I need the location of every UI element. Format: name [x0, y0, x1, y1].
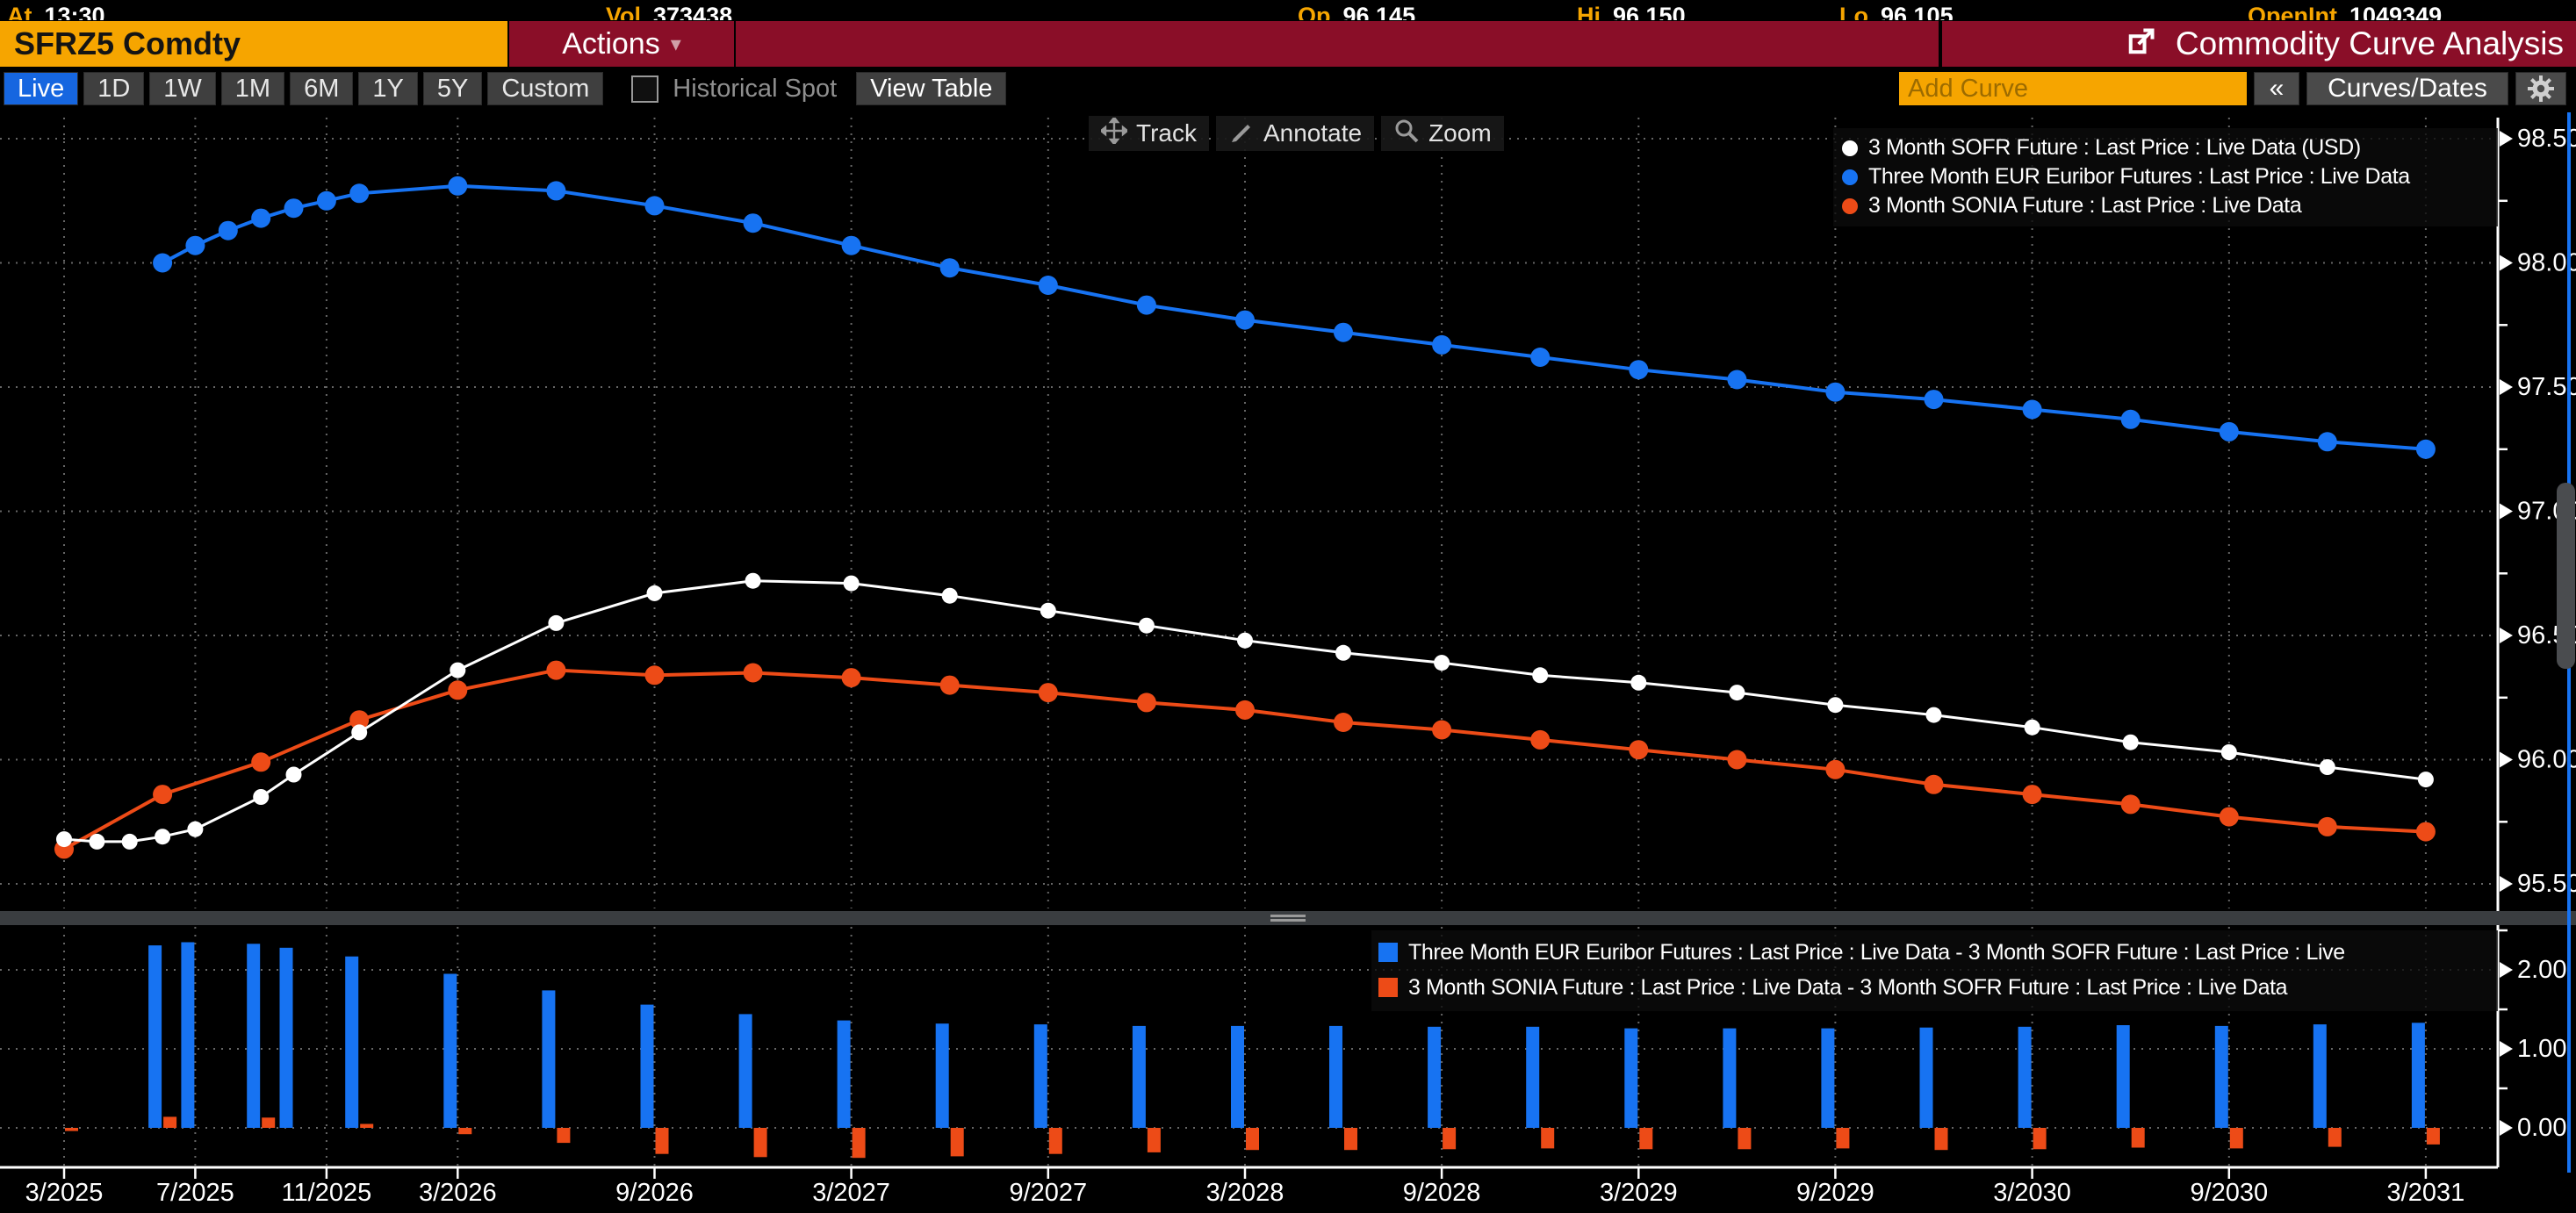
legend-item-euribor-spread[interactable]: Three Month EUR Euribor Futures : Last P… — [1378, 935, 2491, 970]
titlebar-spacer — [736, 21, 1939, 67]
svg-text:9/2030: 9/2030 — [2190, 1179, 2268, 1207]
chevron-down-icon: ▾ — [670, 32, 681, 56]
svg-text:2.00: 2.00 — [2517, 956, 2566, 984]
svg-text:98.00: 98.00 — [2517, 249, 2576, 277]
annotate-button[interactable]: Annotate — [1215, 116, 1375, 151]
svg-text:3/2030: 3/2030 — [1993, 1179, 2071, 1207]
main-chart-legend: 3 Month SOFR Future : Last Price : Live … — [1833, 128, 2498, 226]
ticker-strip: At 13:30 Vol 373438 Op 96.145 Hi 96.150 Lo 96… — [0, 0, 2576, 20]
svg-text:3/2026: 3/2026 — [419, 1179, 497, 1207]
euribor-curve[interactable] — [153, 176, 2436, 459]
svg-text:3/2027: 3/2027 — [812, 1179, 890, 1207]
range-button-custom[interactable]: Custom — [487, 72, 604, 105]
ticker-item: Hi 96.150 — [1577, 3, 1686, 20]
actions-label: Actions — [562, 26, 660, 61]
sofr-curve[interactable] — [56, 572, 2434, 850]
svg-text:95.50: 95.50 — [2517, 870, 2576, 898]
range-button-1y[interactable]: 1Y — [358, 72, 418, 105]
range-button-6m[interactable]: 6M — [290, 72, 354, 105]
vertical-scrollbar-thumb[interactable] — [2557, 483, 2575, 669]
sonia-dot-swatch — [1842, 197, 1858, 214]
actions-menu-button[interactable]: Actions ▾ — [509, 21, 734, 67]
svg-text:3/2028: 3/2028 — [1206, 1179, 1284, 1207]
add-curve-input[interactable] — [1899, 72, 2247, 105]
svg-text:9/2028: 9/2028 — [1403, 1179, 1481, 1207]
ticker-item: Lo 96.105 — [1839, 3, 1954, 20]
svg-text:11/2025: 11/2025 — [282, 1179, 372, 1207]
spread-bars-euribor — [148, 942, 2425, 1128]
axis-frame — [0, 118, 2500, 1169]
ticker-item: Vol 373438 — [606, 3, 733, 20]
y-axis-lower: 2.00 1.00 0.00 — [2498, 929, 2566, 1142]
x-axis: 3/2025 7/2025 11/2025 3/2026 9/2026 3/2027 9/2… — [25, 1167, 2465, 1207]
sonia-spread-swatch — [1378, 978, 1398, 997]
legend-item-sonia[interactable]: 3 Month SONIA Future : Last Price : Live… — [1842, 191, 2489, 220]
svg-text:9/2029: 9/2029 — [1796, 1179, 1874, 1207]
euribor-spread-swatch — [1378, 943, 1398, 962]
export-icon[interactable] — [2125, 26, 2156, 62]
svg-text:9/2027: 9/2027 — [1009, 1179, 1087, 1207]
range-button-5y[interactable]: 5Y — [422, 72, 483, 105]
page-title: Commodity Curve Analysis — [2175, 25, 2564, 61]
euribor-dot-swatch — [1842, 169, 1858, 185]
titlebar-right: Commodity Curve Analysis — [1942, 21, 2576, 67]
svg-text:3/2029: 3/2029 — [1600, 1179, 1678, 1207]
track-crosshair-icon — [1099, 115, 1129, 150]
svg-text:0.00: 0.00 — [2517, 1114, 2566, 1142]
spread-panel-legend: Three Month EUR Euribor Futures : Last P… — [1371, 930, 2498, 1011]
svg-text:96.00: 96.00 — [2517, 746, 2576, 774]
divider-grip — [1270, 919, 1306, 922]
panel-divider-handle[interactable] — [0, 911, 2576, 925]
legend-item-sonia-spread[interactable]: 3 Month SONIA Future : Last Price : Live… — [1378, 970, 2491, 1005]
ticker-item: Op 96.145 — [1298, 3, 1416, 20]
svg-text:7/2025: 7/2025 — [156, 1179, 234, 1207]
gear-icon[interactable] — [2515, 72, 2566, 105]
security-bar: SFRZ5 Comdty Actions ▾ Commodity Curve A… — [0, 21, 2576, 67]
magnifier-icon — [1393, 118, 1420, 150]
sonia-curve[interactable] — [54, 660, 2436, 859]
view-table-button[interactable]: View Table — [856, 72, 1007, 105]
range-button-1m[interactable]: 1M — [220, 72, 285, 105]
curves-dates-button[interactable]: Curves/Dates — [2306, 72, 2508, 105]
ticker-item: At 13:30 — [7, 3, 105, 20]
svg-text:98.50: 98.50 — [2517, 125, 2576, 153]
range-button-1w[interactable]: 1W — [149, 72, 216, 105]
collapse-panel-button[interactable]: « — [2254, 72, 2299, 105]
svg-text:3/2031: 3/2031 — [2387, 1179, 2465, 1207]
historical-spot-label: Historical Spot — [673, 74, 838, 103]
ticker-item: OpenInt 1049349 — [2248, 3, 2443, 20]
svg-text:1.00: 1.00 — [2517, 1035, 2566, 1063]
chart-tools: Track Annotate Zoom — [1089, 115, 1504, 151]
historical-spot-checkbox[interactable] — [631, 75, 659, 103]
legend-item-sofr[interactable]: 3 Month SOFR Future : Last Price : Live … — [1842, 133, 2489, 162]
spread-bars-sonia — [65, 1116, 2440, 1159]
range-button-live[interactable]: Live — [4, 72, 79, 105]
divider-grip — [1270, 915, 1306, 917]
chart-toolbar: Live 1D 1W 1M 6M 1Y 5Y Custom Historical… — [0, 67, 2576, 109]
track-button[interactable]: Track — [1089, 115, 1209, 151]
range-button-1d[interactable]: 1D — [83, 72, 145, 105]
security-ticker-field[interactable]: SFRZ5 Comdty — [0, 21, 507, 67]
legend-item-euribor[interactable]: Three Month EUR Euribor Futures : Last P… — [1842, 162, 2489, 191]
svg-text:3/2025: 3/2025 — [25, 1179, 104, 1207]
range-button-cluster: Live 1D 1W 1M 6M 1Y 5Y Custom Historical… — [4, 72, 1007, 105]
sofr-dot-swatch — [1842, 140, 1858, 156]
svg-text:9/2026: 9/2026 — [615, 1179, 694, 1207]
svg-text:97.50: 97.50 — [2517, 373, 2576, 401]
curve-controls-cluster: « Curves/Dates — [1899, 72, 2566, 105]
grid-vertical — [63, 118, 2427, 1167]
annotate-pencil-icon — [1228, 118, 1255, 150]
zoom-button[interactable]: Zoom — [1381, 116, 1504, 151]
